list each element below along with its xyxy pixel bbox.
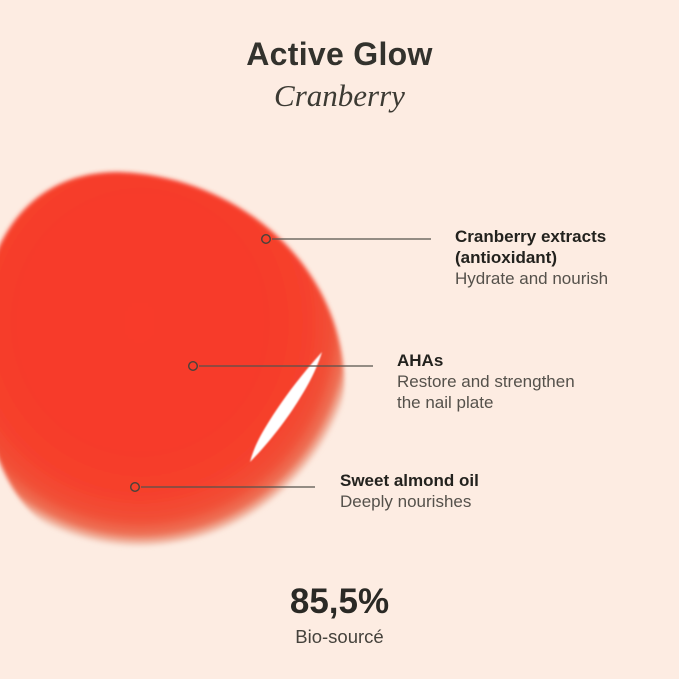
callout-title-line: Sweet almond oil: [340, 471, 479, 490]
bio-sourced-percentage: 85,5%: [289, 582, 390, 621]
callout-cranberry-extracts: Cranberry extracts (antioxidant) Hydrate…: [455, 226, 608, 289]
header: Active Glow Cranberry: [0, 36, 679, 114]
callout-title-line: AHAs: [397, 351, 444, 370]
connector-dot: [261, 233, 272, 244]
callout-description-line: Restore and strengthen: [397, 372, 575, 391]
callout-title-line: (antioxidant): [455, 248, 557, 267]
product-title: Active Glow: [246, 36, 433, 72]
callout-description-line: the nail plate: [397, 393, 494, 412]
drop-shine-highlight: [250, 352, 322, 462]
callout-sweet-almond-oil: Sweet almond oil Deeply nourishes: [340, 470, 479, 512]
callout-ahas: AHAs Restore and strengthen the nail pla…: [397, 350, 575, 413]
connector-dot: [187, 361, 198, 372]
product-drop-swatch: [0, 172, 345, 548]
bio-sourced-stat: 85,5% Bio-sourcé: [0, 582, 679, 648]
callout-title-line: Cranberry extracts: [455, 227, 607, 246]
connector-dot: [129, 482, 140, 493]
callout-description-line: Hydrate and nourish: [455, 269, 609, 288]
bio-sourced-label: Bio-sourcé: [295, 626, 384, 647]
callout-description-line: Deeply nourishes: [340, 492, 472, 511]
product-shade-name: Cranberry: [274, 78, 405, 113]
